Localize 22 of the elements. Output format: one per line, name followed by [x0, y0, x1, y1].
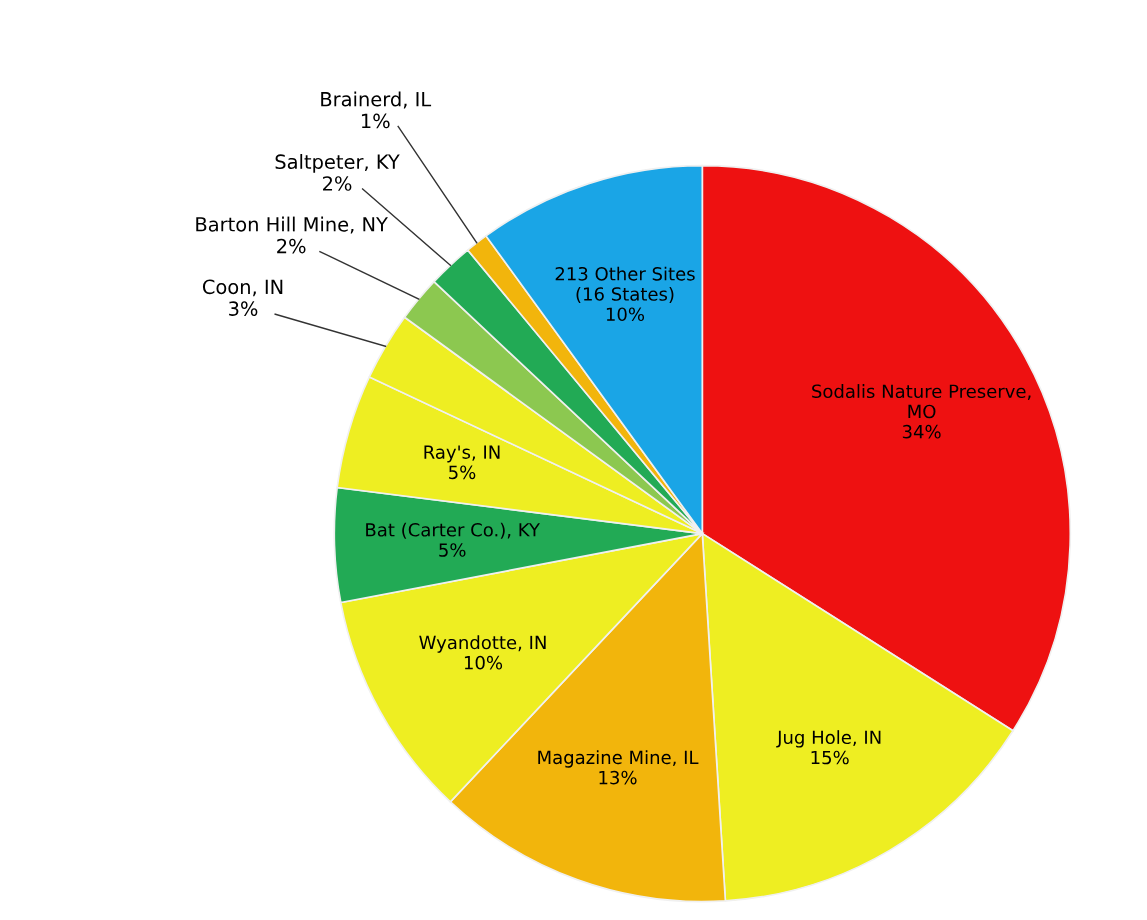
slice-label: Wyandotte, IN	[419, 635, 546, 653]
data-label: 1%	[361, 113, 390, 129]
slice-label: Jug Hole, IN	[776, 730, 881, 748]
data-label: 5%	[449, 465, 476, 480]
slice-label: Barton Hill Mine, NY	[196, 216, 388, 234]
slice-label: Sodalis Nature Preserve, MO	[812, 384, 1031, 419]
slice-label: Saltpeter, KY	[275, 154, 400, 173]
data-label: 10%	[606, 307, 645, 322]
slice-label: Magazine Mine, IL	[538, 750, 699, 768]
data-label: 5%	[439, 543, 466, 557]
data-label: 13%	[599, 770, 637, 785]
data-label: 2%	[323, 176, 352, 191]
slice-label: Ray's, IN	[424, 445, 500, 463]
slice-label: Bat (Carter Co.), KY	[366, 522, 541, 539]
data-label: 34%	[902, 424, 941, 439]
data-label: 15%	[811, 750, 849, 765]
slice-label: 213 Other Sites (16 States)	[555, 266, 695, 303]
slice-label: Brainerd, IL	[321, 91, 432, 109]
data-label: 2%	[277, 238, 306, 254]
data-label: 3%	[229, 301, 258, 316]
data-label: 10%	[464, 655, 503, 670]
slice-label: Coon, IN	[202, 279, 283, 297]
